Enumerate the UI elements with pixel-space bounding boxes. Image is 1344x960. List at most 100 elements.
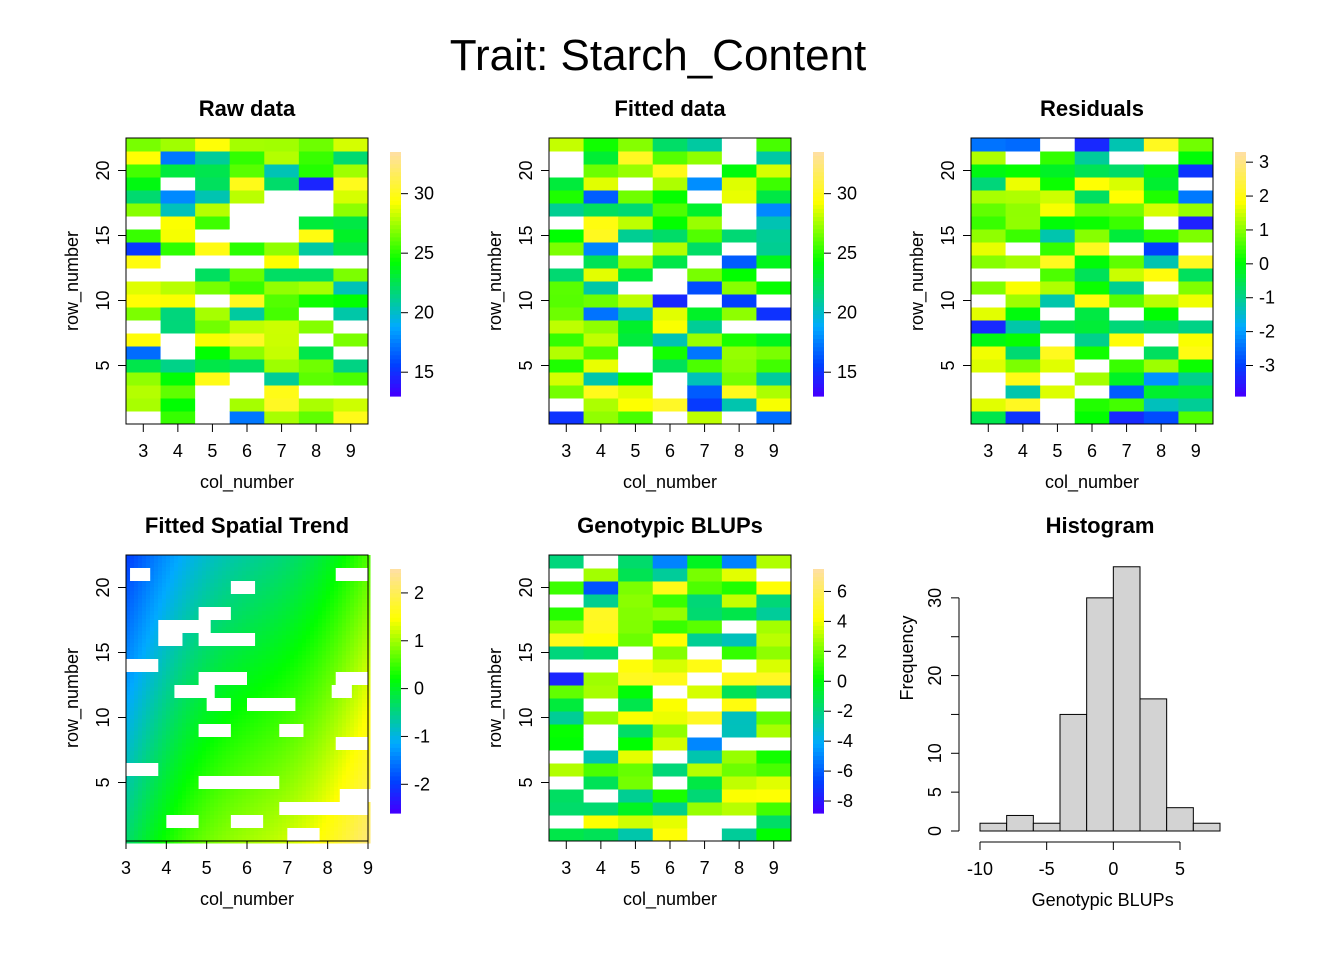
heatmap-cell	[264, 203, 300, 217]
trend-cell	[286, 823, 291, 828]
trend-cell	[258, 835, 263, 840]
trend-cell	[310, 795, 315, 800]
trend-cell	[234, 567, 239, 572]
trend-cell	[154, 671, 159, 676]
trend-cell	[322, 787, 327, 792]
trend-cell	[198, 595, 203, 600]
trend-cell	[194, 763, 199, 768]
trend-cell	[146, 679, 151, 684]
trend-cell	[306, 647, 311, 652]
trend-cell	[186, 739, 191, 744]
trend-cell	[266, 723, 271, 728]
trend-cell	[178, 591, 183, 596]
trend-cell	[338, 563, 343, 568]
trend-cell	[294, 563, 299, 568]
trend-cell	[206, 583, 211, 588]
trend-cell	[210, 563, 215, 568]
trend-cell	[238, 787, 243, 792]
trend-cell	[194, 587, 199, 592]
trend-cell	[206, 587, 211, 592]
trend-cell	[258, 751, 263, 756]
heatmap-cell	[333, 151, 369, 165]
trend-cell	[282, 787, 287, 792]
trend-cell	[326, 555, 331, 560]
trend-cell	[214, 715, 219, 720]
trend-cell	[262, 823, 267, 828]
trend-cell	[334, 759, 339, 764]
trend-cell	[174, 767, 179, 772]
trend-cell	[286, 791, 291, 796]
trend-cell	[198, 759, 203, 764]
trend-cell	[170, 567, 175, 572]
trend-cell	[158, 667, 163, 672]
trend-cell	[254, 715, 259, 720]
trend-cell	[298, 779, 303, 784]
trend-cell	[234, 799, 239, 804]
trend-cell	[334, 631, 339, 636]
trend-cell	[326, 827, 331, 832]
heatmap-cell	[1178, 320, 1214, 334]
trend-cell	[330, 791, 335, 796]
heatmap-cell	[1074, 268, 1110, 282]
trend-cell	[330, 771, 335, 776]
trend-cell	[294, 595, 299, 600]
trend-cell	[178, 599, 183, 604]
trend-cell	[182, 671, 187, 676]
trend-cell	[234, 735, 239, 740]
trend-cell	[150, 759, 155, 764]
heatmap-cell	[687, 255, 723, 269]
trend-cell	[170, 659, 175, 664]
trend-cell	[330, 651, 335, 656]
colorbar-segment	[813, 367, 824, 373]
trend-cell	[146, 643, 151, 648]
trend-cell	[314, 787, 319, 792]
trend-cell	[226, 619, 231, 624]
trend-cell	[286, 787, 291, 792]
trend-cell	[146, 675, 151, 680]
heatmap-cell	[652, 164, 688, 178]
colorbar-segment	[390, 278, 401, 283]
trend-cell	[338, 759, 343, 764]
trend-cell	[294, 611, 299, 616]
trend-cell	[214, 799, 219, 804]
trend-cell	[302, 755, 307, 760]
heatmap-cell	[1143, 372, 1179, 386]
heatmap-cell	[1178, 385, 1214, 399]
trend-cell	[290, 655, 295, 660]
trend-cell	[170, 743, 175, 748]
trend-cell	[350, 723, 355, 728]
trend-cell	[166, 563, 171, 568]
trend-cell	[342, 615, 347, 620]
heatmap-cell	[160, 229, 196, 243]
trend-cell	[222, 619, 227, 624]
trend-cell	[358, 611, 363, 616]
heatmap-cell	[583, 346, 619, 360]
trend-cell	[286, 575, 291, 580]
trend-cell	[266, 679, 271, 684]
trend-cell	[210, 755, 215, 760]
colorbar-segment	[813, 330, 824, 336]
trend-cell	[290, 631, 295, 636]
trend-cell	[126, 751, 131, 756]
trend-cell	[202, 659, 207, 664]
trend-cell	[302, 607, 307, 612]
colorbar-segment	[813, 351, 824, 356]
trend-cell	[190, 615, 195, 620]
colorbar-segment	[1235, 379, 1246, 385]
trend-cell	[194, 591, 199, 596]
trend-cell	[246, 655, 251, 660]
trend-cell	[302, 587, 307, 592]
trend-cell	[202, 735, 207, 740]
trend-cell	[278, 559, 283, 564]
trend-cell	[134, 807, 139, 812]
heatmap-cell	[126, 307, 162, 321]
trend-cell	[246, 747, 251, 752]
trend-cell	[194, 555, 199, 560]
trend-cell	[266, 571, 271, 576]
trend-cell	[278, 795, 283, 800]
trend-cell	[138, 671, 143, 676]
trend-cell	[294, 751, 299, 756]
heatmap-cell	[1074, 242, 1110, 256]
trend-cell	[354, 727, 359, 732]
trend-cell	[338, 635, 343, 640]
